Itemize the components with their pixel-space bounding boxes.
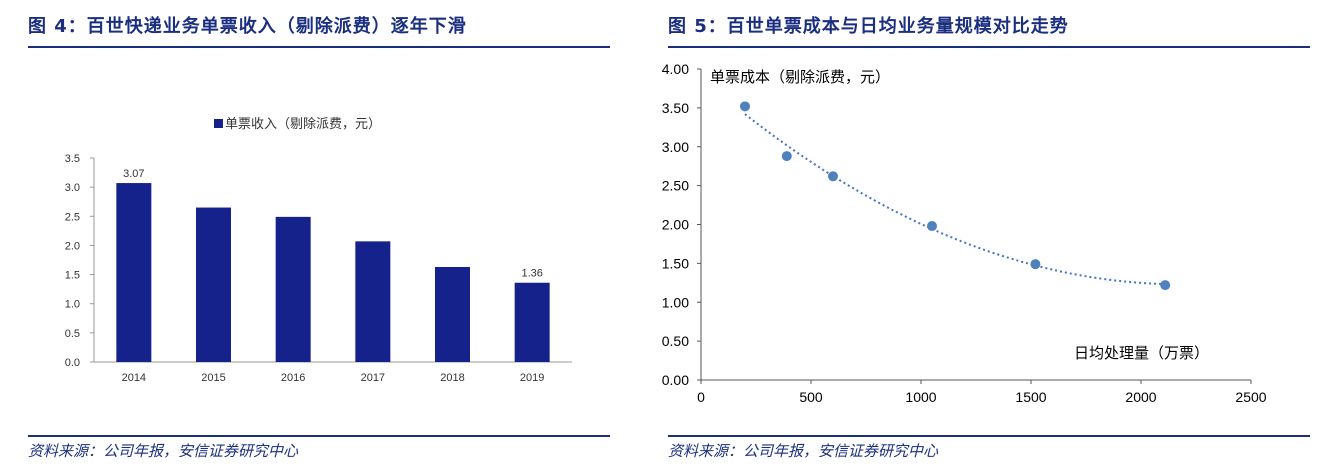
bar-legend-label: 单票收入（剔除派费，元） [225,116,381,131]
scatter-y-tick-label: 0.00 [662,372,689,388]
figure-4-title: 图 4：百世快递业务单票收入（剔除派费）逐年下滑 [28,16,467,37]
figure-4-top-rule [28,46,610,48]
scatter-x-tick-label: 2000 [1125,389,1156,405]
bar-legend: 单票收入（剔除派费，元） [214,116,381,131]
scatter-y-tick-label: 3.00 [662,139,689,155]
bar-y-tick-label: 3.0 [65,182,80,194]
figure-5-title: 图 5：百世单票成本与日均业务量规模对比走势 [668,16,1069,37]
scatter-x-axis-title: 日均处理量（万票） [1074,345,1209,362]
scatter-x-tick-label: 500 [799,389,823,405]
bar-legend-swatch [214,119,223,128]
bar-x-tick-label: 2018 [440,372,464,384]
bar-data-labels: 3.07 1.36 [123,168,543,280]
bar-y-tick-label: 0.0 [65,357,80,369]
bar-x-tick-label: 2015 [201,372,225,384]
scatter-point [781,151,792,162]
bar-chart: 单票收入（剔除派费，元） 0.0 0.5 1.0 1.5 2.0 2.5 3.0 3.5 20… [65,116,572,384]
scatter-y-tick-label: 3.50 [662,100,689,116]
scatter-points [740,101,1171,291]
scatter-y-axis-title: 单票成本（剔除派费，元） [710,69,890,86]
bar-y-tick-label: 2.0 [65,240,80,252]
figure-5-top-rule [668,46,1310,48]
bar-2015 [196,207,231,362]
bar-y-ticks: 0.0 0.5 1.0 1.5 2.0 2.5 3.0 3.5 [65,153,94,369]
bar-data-label-2019: 1.36 [521,268,542,280]
bar-y-tick-label: 1.0 [65,299,80,311]
bar-2016 [275,216,311,362]
scatter-point [1030,259,1041,270]
scatter-axes [700,69,1251,381]
bar-2017 [355,241,391,362]
figure-4-bottom-rule [28,435,610,437]
scatter-trendline [744,113,1166,286]
bar-data-label-2014: 3.07 [123,168,144,180]
bar-x-ticks: 2014 2015 2016 2017 2018 2019 [122,372,545,384]
bar-axes [93,158,572,363]
scatter-x-tick-label: 1000 [905,389,936,405]
scatter-y-tick-label: 0.50 [662,333,689,349]
scatter-y-tick-label: 2.00 [662,217,689,233]
bar-2014 [116,183,152,362]
bar-y-tick-label: 0.5 [65,328,80,340]
figure-5-bottom-rule [668,435,1310,437]
scatter-y-tick-label: 4.00 [662,61,689,77]
bar-x-tick-label: 2017 [361,372,385,384]
scatter-point [1160,280,1171,291]
bar-y-tick-label: 1.5 [65,270,80,282]
bar-y-tick-label: 3.5 [65,153,80,165]
scatter-y-ticks: 0.00 0.50 1.00 1.50 2.00 2.50 3.00 3.50 4.00 [662,61,701,388]
bar-x-tick-label: 2014 [122,372,146,384]
scatter-point [927,221,937,232]
scatter-point [740,101,750,112]
figure-4-source: 资料来源：公司年报，安信证券研究中心 [28,442,299,460]
scatter-x-tick-label: 1500 [1015,389,1046,405]
bar-2018 [435,266,470,362]
figure-5-source: 资料来源：公司年报，安信证券研究中心 [668,442,939,460]
scatter-x-tick-label: 2500 [1235,389,1266,405]
figure-5-panel: 图 5：百世单票成本与日均业务量规模对比走势 0.00 0.50 1.00 1.50 2… [640,0,1332,470]
scatter-y-tick-label: 1.50 [662,255,689,271]
figure-4-panel: 图 4：百世快递业务单票收入（剔除派费）逐年下滑 单票收入（剔除派费，元） 0.… [0,0,616,470]
scatter-x-ticks: 0 500 1000 1500 2000 2500 [697,380,1267,405]
scatter-y-tick-label: 2.50 [662,178,689,194]
scatter-y-tick-label: 1.00 [662,294,689,310]
bar-series [116,183,550,362]
scatter-chart: 0.00 0.50 1.00 1.50 2.00 2.50 3.00 3.50 4.00 0 50… [662,61,1267,405]
bar-y-tick-label: 2.5 [65,211,80,223]
bar-2019 [514,282,550,362]
bar-x-tick-label: 2019 [520,372,544,384]
scatter-x-tick-label: 0 [697,389,705,405]
bar-x-tick-label: 2016 [281,372,305,384]
scatter-point [828,171,838,182]
